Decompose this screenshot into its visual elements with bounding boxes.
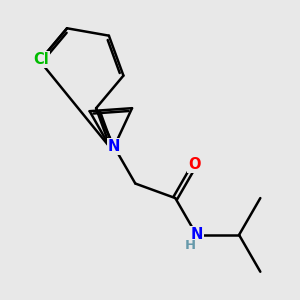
Text: N: N: [108, 139, 120, 154]
Text: O: O: [188, 158, 201, 172]
Text: Cl: Cl: [33, 52, 49, 67]
Text: H: H: [185, 239, 196, 253]
Text: N: N: [190, 227, 203, 242]
